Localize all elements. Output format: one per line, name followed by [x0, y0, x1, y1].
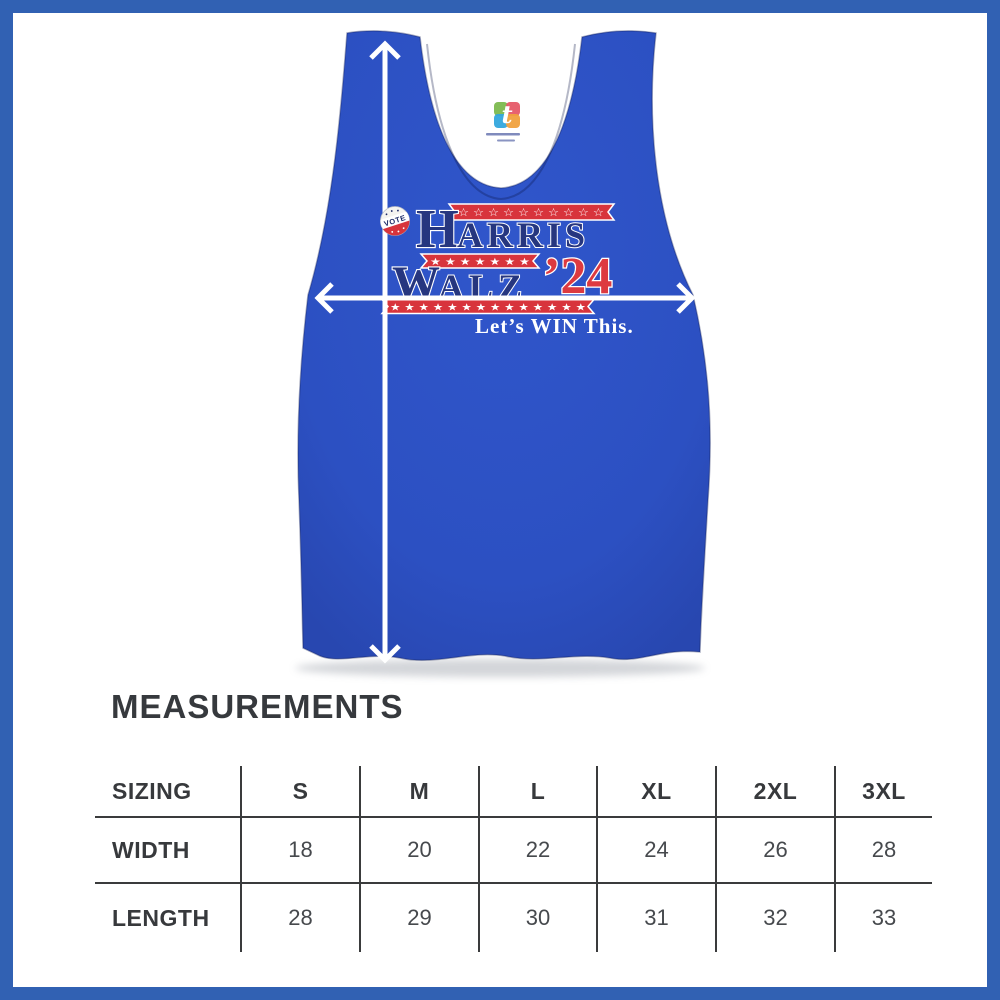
star-banner-mid [419, 253, 541, 269]
table-header-3xl: 3XL [836, 766, 932, 818]
tank-top-figure: t ☆ ☆ ☆ ☆ ☆ ☆ ☆ ☆ ☆ ☆ H ARRIS ★ ★ ★ ★ ★ … [295, 30, 711, 677]
table-header-l: L [480, 766, 598, 818]
table-cell-length-l: 30 [480, 884, 598, 952]
brand-t-logo-icon: t [494, 100, 520, 129]
table-cell-width-s: 18 [242, 818, 361, 884]
table-cell-width-xl: 24 [598, 818, 717, 884]
measurement-arrows [314, 40, 696, 664]
width-arrow [314, 282, 696, 314]
stars-bottom: ★ ★ ★ ★ ★ ★ ★ ★ ★ ★ ★ ★ ★ ★ [390, 303, 586, 314]
brand-letter: t [501, 100, 512, 129]
size-table: SIZING S M L XL 2XL 3XL WIDTH 18 20 22 2… [95, 766, 932, 952]
logo-h: H [416, 198, 459, 259]
table-cell-length-2xl: 32 [717, 884, 836, 952]
table-header-sizing: SIZING [95, 766, 242, 818]
table-cell-width-l: 22 [480, 818, 598, 884]
stars-top: ☆ ☆ ☆ ☆ ☆ ☆ ☆ ☆ ☆ ☆ [458, 206, 604, 219]
vote-pin-icon: VOTE [380, 206, 410, 236]
measurements-heading: MEASUREMENTS [111, 688, 404, 725]
campaign-logo: ☆ ☆ ☆ ☆ ☆ ☆ ☆ ☆ ☆ ☆ H ARRIS ★ ★ ★ ★ ★ ★ … [380, 197, 634, 338]
label-text-line [497, 139, 515, 142]
tank-top-silhouette [297, 30, 711, 662]
table-header-xl: XL [598, 766, 717, 818]
label-text-line [486, 133, 520, 136]
logo-arris: ARRIS [457, 215, 589, 255]
brand-neck-label: t [486, 100, 520, 142]
length-arrow [369, 40, 401, 664]
table-row-label-width: WIDTH [95, 818, 242, 884]
table-cell-length-s: 28 [242, 884, 361, 952]
star-banner-top [447, 203, 616, 221]
logo-tagline: Let’s WIN This. [475, 314, 634, 338]
table-cell-width-2xl: 26 [717, 818, 836, 884]
table-cell-width-m: 20 [361, 818, 480, 884]
table-cell-length-3xl: 33 [871, 905, 897, 930]
table-cell-length-xl: 31 [598, 884, 717, 952]
table-cell-length-m: 29 [361, 884, 480, 952]
table-cell-width-3xl: 28 [836, 818, 932, 884]
table-row-label-length: LENGTH [95, 884, 242, 952]
shirt-shadow [295, 659, 705, 677]
collar-seam [426, 43, 576, 201]
table-header-m: M [361, 766, 480, 818]
table-header-2xl: 2XL [717, 766, 836, 818]
stars-mid: ★ ★ ★ ★ ★ ★ ★ [430, 257, 530, 268]
table-header-s: S [242, 766, 361, 818]
